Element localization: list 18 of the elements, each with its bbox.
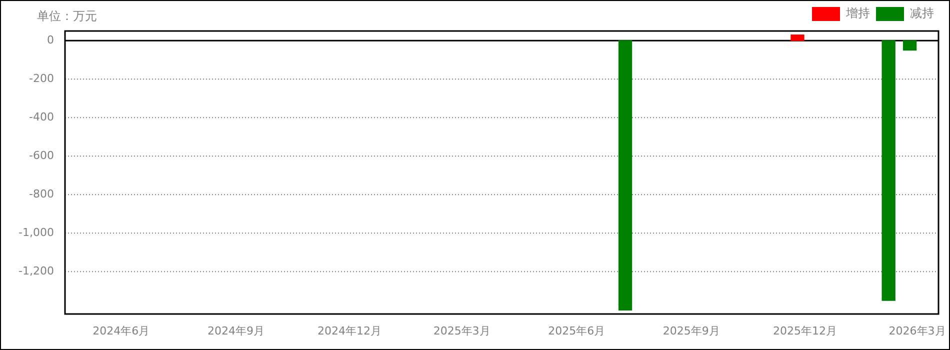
x-tick-label: 2025年3月 [433, 324, 490, 338]
x-tick-label: 2025年6月 [548, 324, 606, 338]
legend-label: 减持 [910, 6, 934, 20]
x-tick-label: 2024年12月 [318, 324, 382, 338]
y-tick-label: -1,200 [18, 264, 54, 278]
y-tick-label: -400 [29, 110, 54, 124]
y-axis-title: 单位：万元 [37, 9, 97, 24]
y-tick-label: -600 [29, 148, 54, 162]
legend-label: 增持 [845, 6, 870, 20]
y-tick-label: -200 [29, 72, 54, 85]
x-tick-label: 2024年6月 [92, 324, 150, 338]
y-tick-label: -800 [29, 188, 54, 200]
x-tick-label: 2025年9月 [662, 324, 720, 338]
x-tick-label: 2024年9月 [207, 324, 264, 338]
x-tick-label: 2025年12月 [772, 324, 837, 338]
x-tick-label: 2026年3月 [888, 324, 946, 338]
y-tick-label: 0 [47, 33, 54, 46]
y-tick-label: -1,000 [18, 226, 54, 239]
